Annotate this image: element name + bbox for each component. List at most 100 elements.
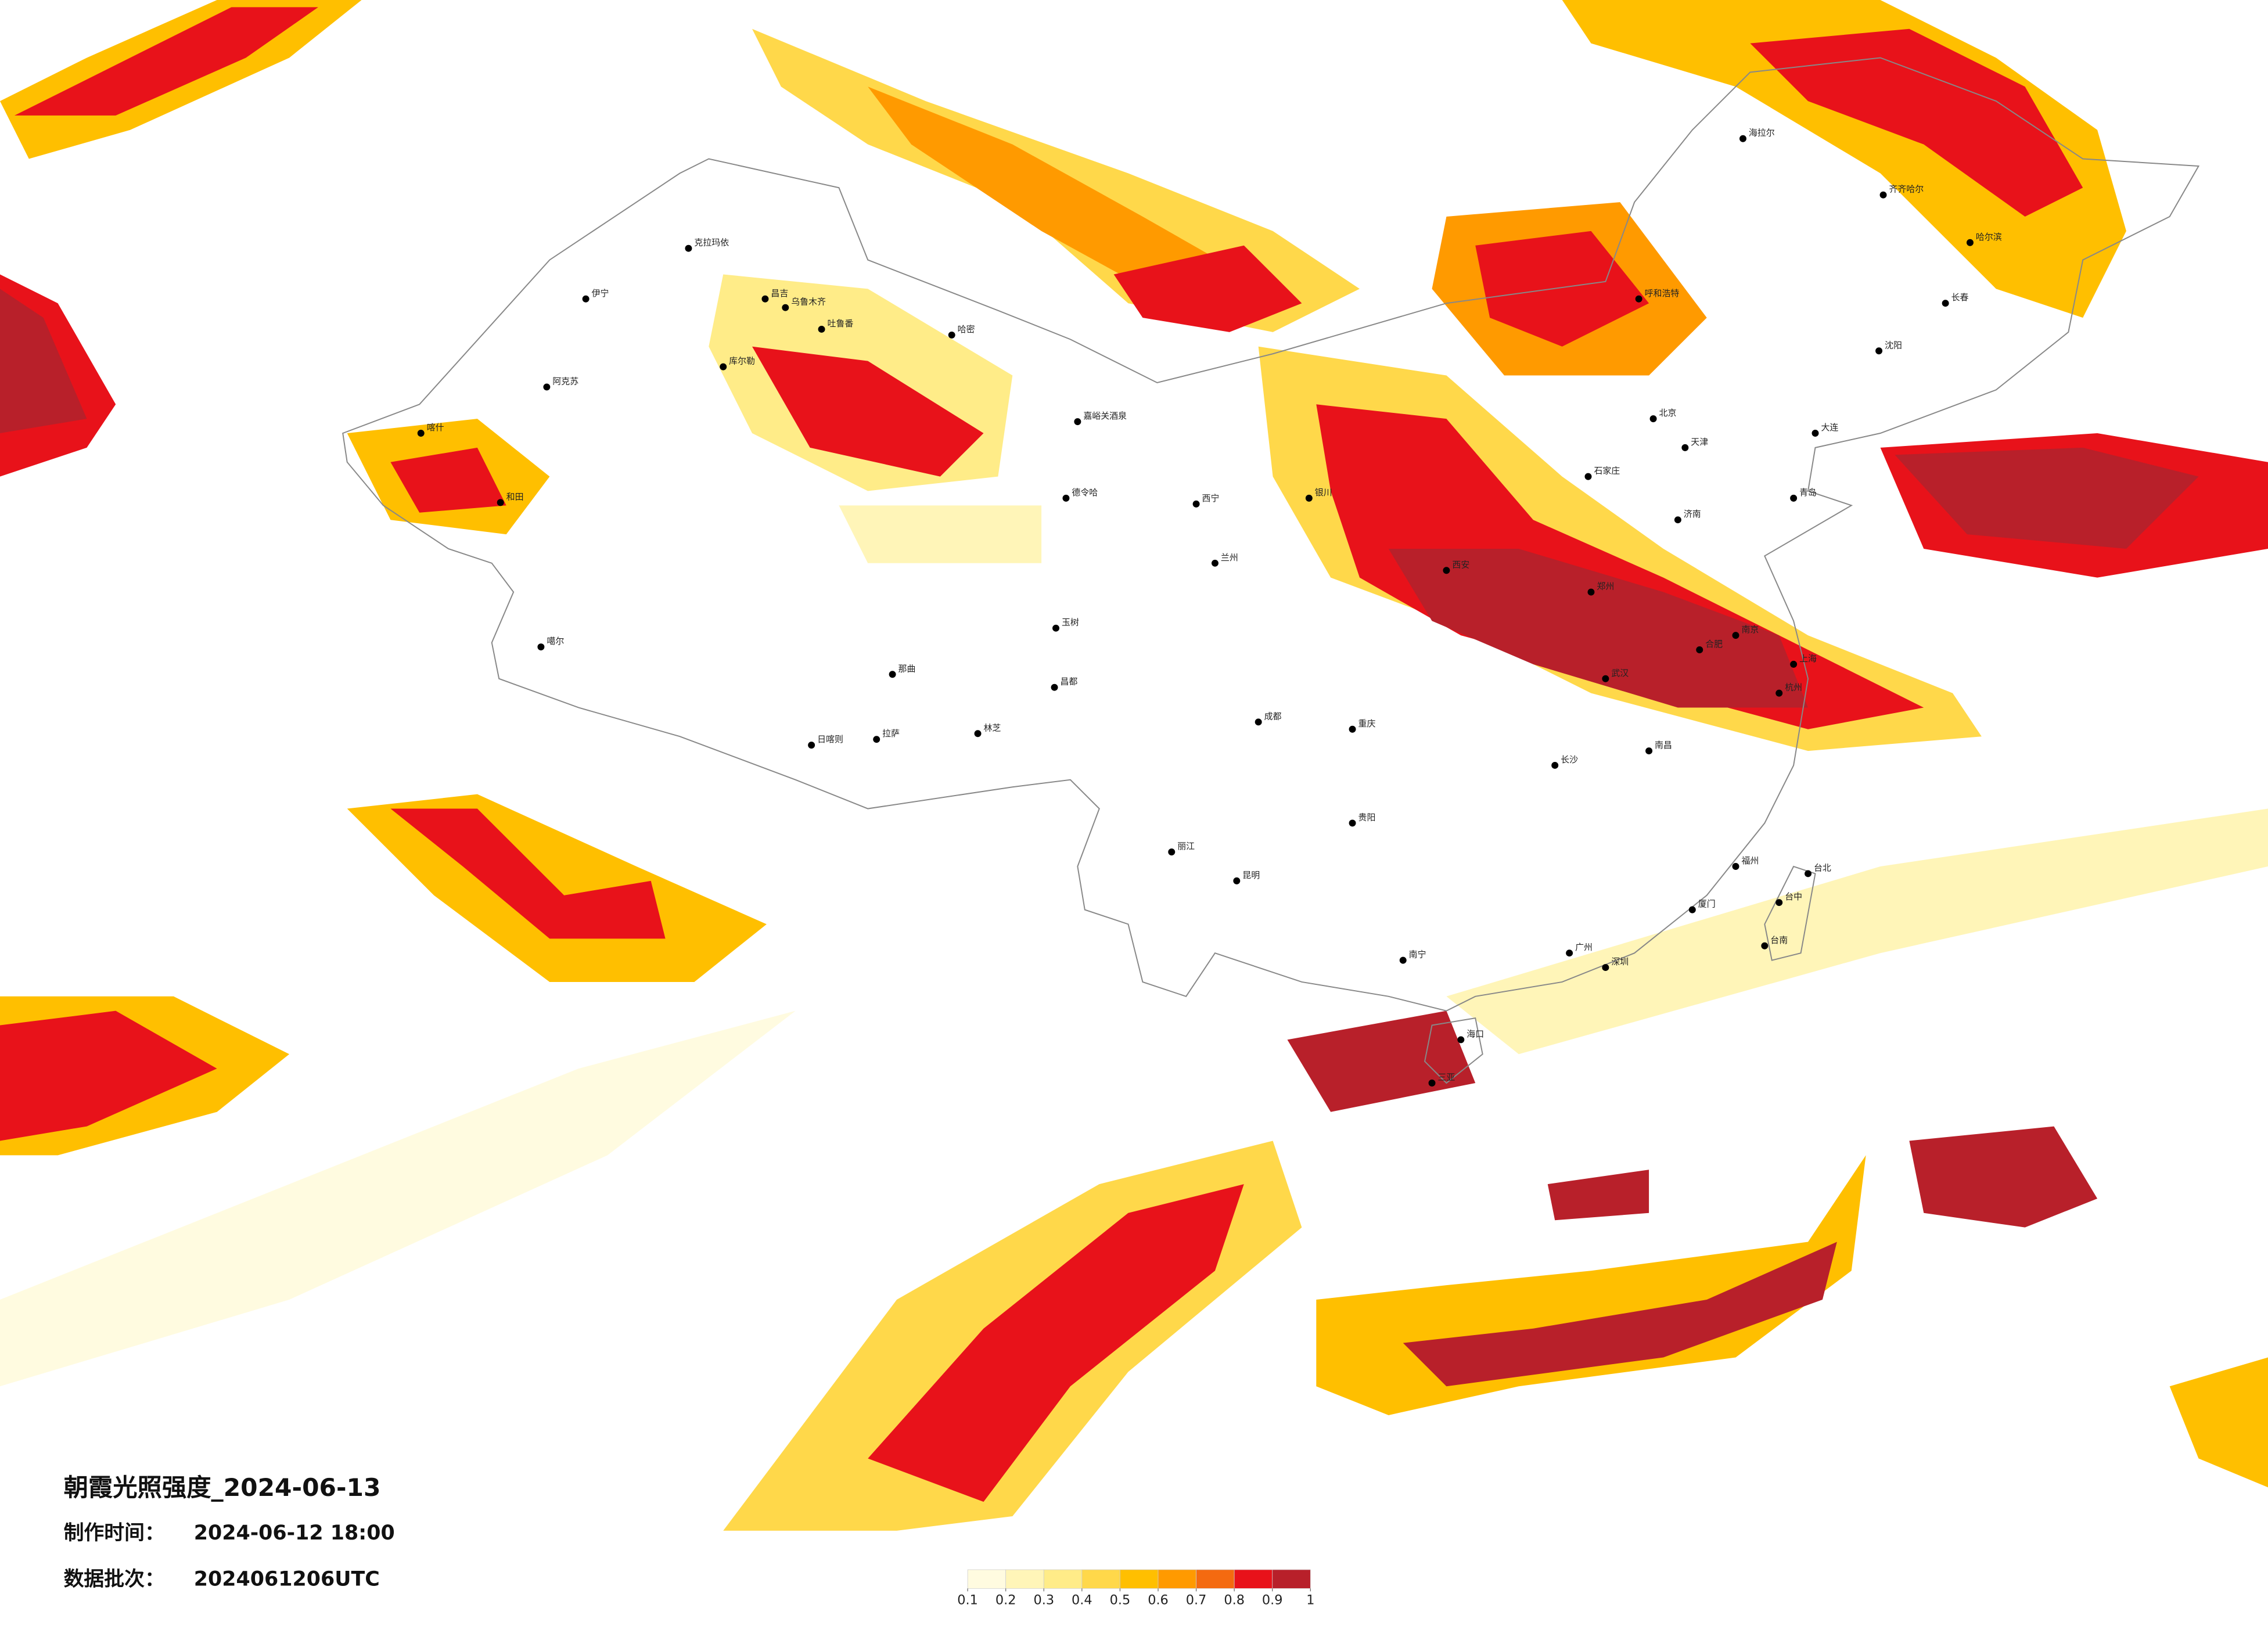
legend-swatch — [1272, 1569, 1311, 1589]
cloud-patch — [1547, 1170, 1649, 1221]
city-dot — [1879, 191, 1887, 199]
city-dot — [537, 643, 545, 650]
city-dot — [948, 331, 955, 339]
city-dot — [1428, 1080, 1436, 1087]
city-dot — [1551, 761, 1559, 769]
city-dot — [1681, 444, 1689, 451]
city-label: 济南 — [1684, 509, 1701, 519]
city-label: 石家庄 — [1594, 466, 1620, 476]
cloud-patch — [1475, 231, 1649, 347]
city-dot — [1649, 415, 1657, 423]
city-label: 林芝 — [983, 722, 1001, 733]
city-label: 伊宁 — [592, 288, 609, 298]
city-dot — [1062, 494, 1070, 502]
city-label: 广州 — [1575, 942, 1593, 952]
city-dot — [1602, 675, 1609, 682]
city-dot — [1966, 239, 1974, 246]
legend-tick-label: 0.1 — [957, 1593, 978, 1608]
city-dot — [782, 304, 789, 311]
city-dot — [1457, 1036, 1465, 1044]
cloud-patch — [868, 87, 1244, 311]
legend-tick-label: 0.3 — [1033, 1593, 1054, 1608]
map-title: 朝霞光照强度_2024-06-13 — [64, 1473, 381, 1502]
city-dot — [417, 430, 425, 437]
city-dot — [1775, 899, 1783, 906]
legend-swatch — [967, 1569, 1007, 1589]
city-label: 乌鲁木齐 — [791, 297, 826, 307]
city-dot — [1775, 689, 1783, 697]
city-dot — [761, 295, 769, 303]
city-label: 海口 — [1467, 1028, 1484, 1039]
city-label: 噶尔 — [547, 636, 564, 646]
legend-tick-label: 0.8 — [1224, 1593, 1245, 1608]
legend-swatch — [1005, 1569, 1044, 1589]
city-label: 长春 — [1951, 292, 1969, 303]
city-label: 北京 — [1659, 408, 1677, 418]
legend-swatch — [1234, 1569, 1273, 1589]
cloud-patch — [1750, 28, 2083, 217]
cloud-patch — [1113, 245, 1302, 332]
city-dot — [1443, 567, 1450, 574]
city-dot — [1942, 300, 1949, 307]
legend-tick-label: 1 — [1306, 1593, 1314, 1608]
legend-swatch — [1043, 1569, 1083, 1589]
city-dot — [1811, 430, 1819, 437]
cloud-patch — [1909, 1126, 2098, 1228]
city-dot — [497, 499, 504, 506]
batch-label: 数据批次： — [64, 1567, 165, 1591]
city-dot — [1255, 718, 1262, 726]
legend: 0.1 0.2 0.3 0.4 0.5 0.6 0.7 0.8 0.9 1 — [957, 1569, 1314, 1608]
city-label: 厦门 — [1698, 899, 1716, 909]
city-dot — [685, 244, 692, 252]
china-border — [342, 57, 2200, 1012]
city-label: 克拉玛依 — [694, 238, 729, 248]
city-label: 昆明 — [1242, 870, 1260, 880]
city-dot — [1192, 500, 1200, 508]
cloud-patch — [1895, 447, 2199, 549]
city-dot — [1645, 747, 1653, 755]
cloud-patch — [14, 7, 318, 116]
legend-swatch — [1081, 1569, 1120, 1589]
city-label: 沈阳 — [1885, 340, 1902, 350]
hainan-border — [1424, 1017, 1483, 1084]
cloud-patch — [1388, 548, 1809, 708]
city-label: 嘉峪关酒泉 — [1083, 411, 1127, 421]
city-label: 西安 — [1452, 559, 1469, 570]
city-dot — [720, 363, 727, 370]
legend-tick-label: 0.4 — [1072, 1593, 1092, 1608]
city-label: 郑州 — [1597, 581, 1614, 592]
legend-swatch — [1120, 1569, 1159, 1589]
made-value: 2024-06-12 18:00 — [194, 1521, 395, 1545]
cloud-patch — [0, 289, 87, 434]
cloud-patch — [390, 447, 506, 513]
cloud-patch — [868, 1184, 1244, 1502]
city-label: 齐齐哈尔 — [1889, 184, 1924, 195]
city-label: 吐鲁番 — [828, 318, 854, 329]
city-dot — [1732, 632, 1739, 639]
city-dot — [1233, 877, 1241, 884]
city-label: 福州 — [1741, 855, 1759, 866]
city-label: 哈尔滨 — [1976, 232, 2002, 242]
city-label: 南京 — [1741, 624, 1759, 635]
city-label: 台中 — [1785, 891, 1802, 902]
city-label: 呼和浩特 — [1645, 288, 1680, 298]
city-label: 哈密 — [958, 324, 975, 334]
city-dot — [1211, 559, 1219, 567]
taiwan-border — [1764, 865, 1816, 961]
city-label: 兰州 — [1221, 552, 1238, 563]
cloud-patch — [0, 1010, 217, 1141]
cloud-field — [0, 0, 2268, 1531]
city-dot — [582, 295, 590, 303]
city-label: 三亚 — [1437, 1072, 1455, 1082]
city-label: 上海 — [1799, 653, 1817, 664]
legend-tick-label: 0.2 — [995, 1593, 1016, 1608]
batch-value: 2024061206UTC — [194, 1567, 380, 1591]
city-label: 阿克苏 — [552, 376, 578, 386]
city-label: 天津 — [1691, 437, 1708, 447]
cloud-patch — [0, 1010, 796, 1387]
city-label: 南宁 — [1409, 949, 1426, 960]
city-label: 大连 — [1821, 422, 1838, 433]
city-dot — [1168, 848, 1176, 856]
